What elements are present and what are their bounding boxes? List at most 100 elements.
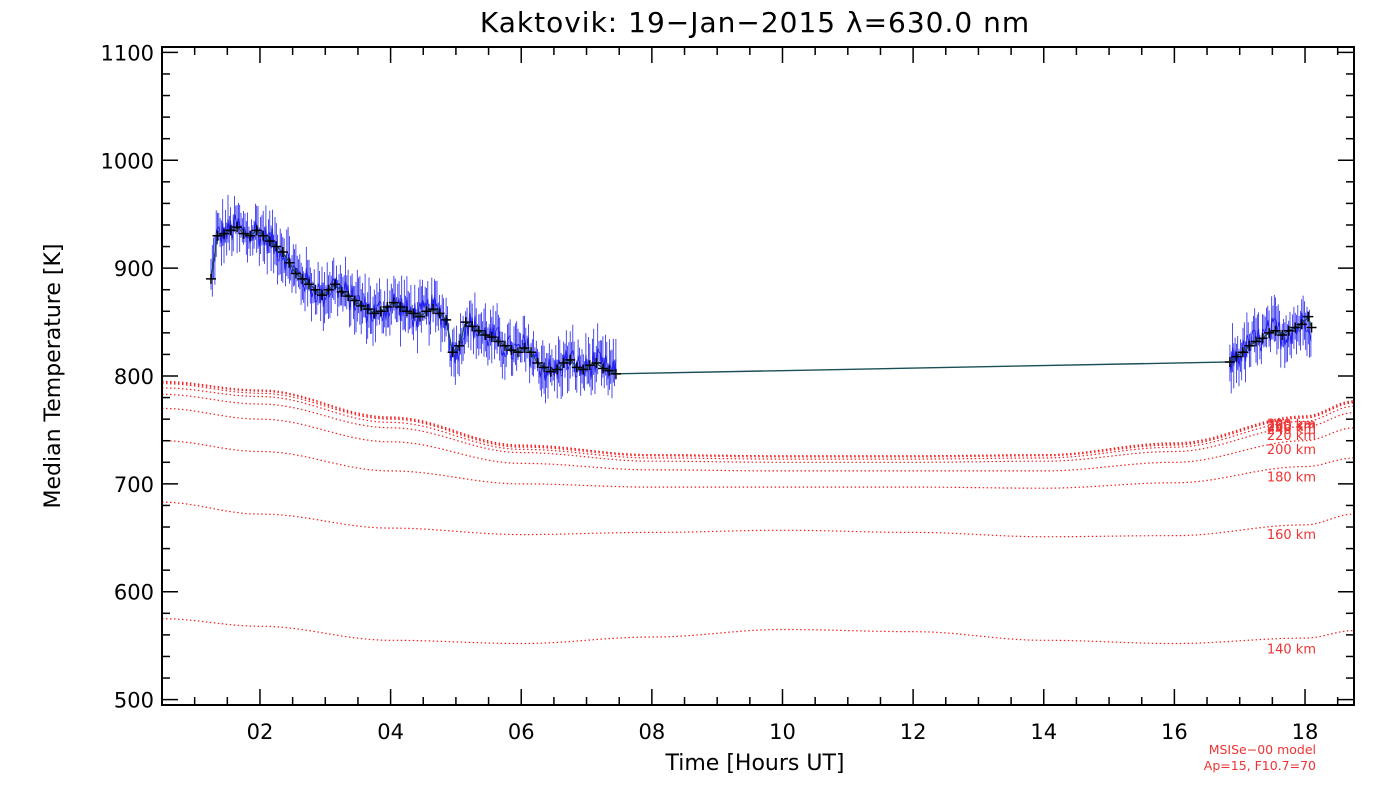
median-point xyxy=(1277,330,1288,341)
median-point xyxy=(251,225,262,236)
x-tick-label: 16 xyxy=(1161,720,1188,744)
median-point xyxy=(323,284,334,295)
median-point xyxy=(565,354,576,365)
x-tick-label: 04 xyxy=(377,720,404,744)
median-point xyxy=(258,230,269,241)
median-point xyxy=(375,306,386,317)
model-curve xyxy=(162,440,1354,489)
x-tick-label: 10 xyxy=(769,720,796,744)
model-note-line-1: MSISe−00 model xyxy=(1209,742,1316,757)
model-curve-label: 280 km xyxy=(1267,419,1316,434)
median-point xyxy=(414,311,425,322)
y-tick-label: 500 xyxy=(114,689,154,713)
median-point xyxy=(597,363,608,374)
median-point xyxy=(1251,336,1262,347)
median-point xyxy=(473,325,484,336)
median-point xyxy=(1244,340,1255,351)
median-point xyxy=(499,340,510,351)
median-point xyxy=(290,268,301,279)
median-point xyxy=(349,295,360,306)
median-point xyxy=(428,304,439,315)
x-tick-label: 14 xyxy=(1030,720,1057,744)
y-tick-label: 600 xyxy=(114,581,154,605)
median-point xyxy=(245,230,256,241)
median-point xyxy=(493,336,504,347)
model-curve-label: 260 km xyxy=(1267,420,1316,435)
median-point xyxy=(454,340,465,351)
median-line xyxy=(210,226,617,375)
blue-samples xyxy=(210,194,1312,404)
median-point xyxy=(1306,322,1317,333)
median-point xyxy=(486,332,497,343)
x-tick-label: 06 xyxy=(508,720,535,744)
model-curve xyxy=(162,380,1354,457)
median-point xyxy=(1224,356,1235,367)
median-point xyxy=(238,228,249,239)
median-point xyxy=(284,257,295,268)
median-point xyxy=(264,236,275,247)
y-axis-label: Median Temperature [K] xyxy=(41,244,66,509)
y-tick-label: 800 xyxy=(114,365,154,389)
model-curve-label: 180 km xyxy=(1267,471,1316,486)
median-point xyxy=(1231,351,1242,362)
median-point xyxy=(441,314,452,325)
model-curve xyxy=(162,387,1354,460)
median-point xyxy=(532,358,543,369)
model-curve xyxy=(162,393,1354,463)
median-point xyxy=(408,308,419,319)
median-point xyxy=(519,342,530,353)
median-point xyxy=(578,364,589,375)
median-point xyxy=(219,228,230,239)
median-point xyxy=(225,225,236,236)
median-point xyxy=(1283,325,1294,336)
median-point xyxy=(434,308,445,319)
median-point xyxy=(604,365,615,376)
median-point xyxy=(558,358,569,369)
model-curves xyxy=(162,380,1354,645)
median-series xyxy=(205,222,1317,379)
x-tick-label: 12 xyxy=(900,720,927,744)
x-tick-label: 02 xyxy=(247,720,274,744)
median-point xyxy=(369,308,380,319)
median-point xyxy=(1303,311,1314,322)
median-point xyxy=(591,358,602,369)
median-point xyxy=(297,273,308,284)
median-point xyxy=(401,306,412,317)
median-point xyxy=(271,241,282,252)
median-point xyxy=(1270,325,1281,336)
median-point xyxy=(1257,333,1268,344)
sample-trace xyxy=(210,213,617,381)
median-point xyxy=(460,317,471,328)
median-point xyxy=(362,304,373,315)
model-curve xyxy=(162,501,1354,538)
y-tick-label: 700 xyxy=(114,473,154,497)
x-axis-label: Time [Hours UT] xyxy=(665,751,845,776)
median-point xyxy=(1237,347,1248,358)
median-point xyxy=(1296,319,1307,330)
median-point xyxy=(395,301,406,312)
median-point xyxy=(232,222,243,233)
model-curve-label: 200 km xyxy=(1267,443,1316,458)
x-tick-label: 08 xyxy=(638,720,665,744)
model-curve-label: 220 km xyxy=(1267,429,1316,444)
y-tick-label: 900 xyxy=(114,257,154,281)
median-point xyxy=(388,297,399,308)
median-point xyxy=(310,284,321,295)
median-point xyxy=(610,368,621,379)
median-point xyxy=(539,362,550,373)
axes: 02 04 06 08 10 12 14 16 18 500 600 700 800 900 1000 110… xyxy=(101,41,1354,744)
gap-connector xyxy=(615,361,1230,375)
median-point xyxy=(526,347,537,358)
model-curve-label: 240 km xyxy=(1267,423,1316,438)
sample-error-bars xyxy=(1229,294,1312,394)
median-point xyxy=(343,291,354,302)
median-point xyxy=(336,286,347,297)
median-point xyxy=(277,246,288,257)
median-point xyxy=(205,273,216,284)
model-curve xyxy=(162,381,1354,457)
model-curve-label: 300 km xyxy=(1267,418,1316,433)
median-point xyxy=(356,300,367,311)
model-curve xyxy=(162,407,1354,472)
model-note-line-2: Ap=15, F10.7=70 xyxy=(1204,758,1316,773)
median-point xyxy=(382,301,393,312)
